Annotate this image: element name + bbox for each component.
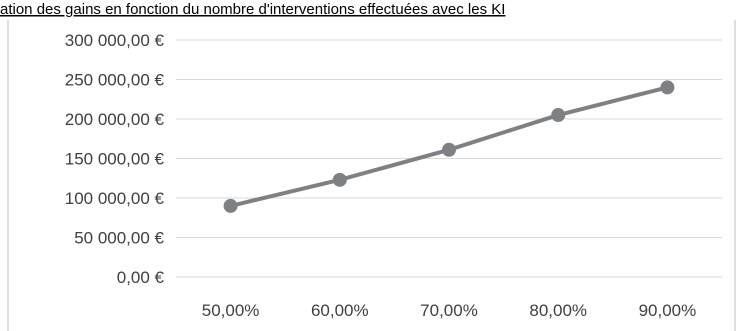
series-layer xyxy=(223,80,675,213)
x-tick-label: 80,00% xyxy=(529,301,587,320)
x-axis-tick-labels: 50,00% 60,00% 70,00% 80,00% 90,00% xyxy=(202,301,696,320)
y-tick-label: 0,00 € xyxy=(117,268,165,287)
y-tick-label: 50 000,00 € xyxy=(74,229,164,248)
chart-title: ation des gains en fonction du nombre d'… xyxy=(0,1,505,18)
y-tick-label: 300 000,00 € xyxy=(65,31,165,50)
x-tick-label: 70,00% xyxy=(420,301,478,320)
data-point xyxy=(660,80,675,95)
y-tick-label: 150 000,00 € xyxy=(65,150,165,169)
x-tick-label: 50,00% xyxy=(202,301,260,320)
y-tick-label: 100 000,00 € xyxy=(65,189,165,208)
data-point xyxy=(223,198,238,213)
x-tick-label: 90,00% xyxy=(639,301,697,320)
data-point xyxy=(442,142,456,157)
data-point xyxy=(551,108,566,123)
x-tick-label: 60,00% xyxy=(311,301,369,320)
y-tick-label: 250 000,00 € xyxy=(65,71,165,90)
gridlines xyxy=(176,39,722,278)
y-tick-label: 200 000,00 € xyxy=(65,110,165,129)
y-axis-tick-labels: 0,00 € 50 000,00 € 100 000,00 € 150 000,00 … xyxy=(65,31,165,287)
data-point xyxy=(332,172,347,187)
